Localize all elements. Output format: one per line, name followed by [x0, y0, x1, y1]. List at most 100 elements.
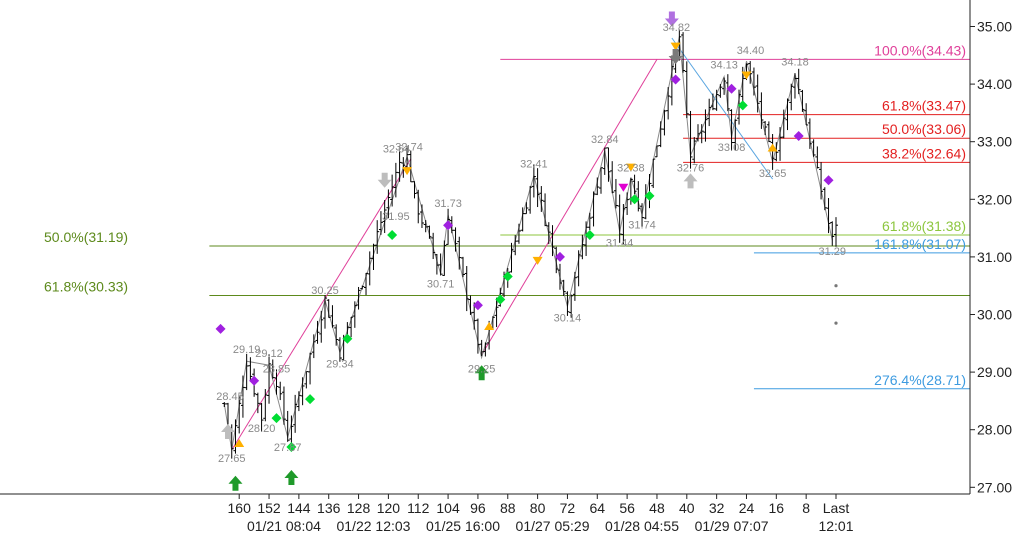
- price-bar: [516, 223, 521, 244]
- price-bar: [684, 61, 689, 119]
- price-bar: [270, 359, 275, 379]
- x-tick-label: 64: [589, 500, 605, 516]
- price-bar: [382, 200, 387, 234]
- price-bar: [815, 146, 820, 169]
- fib-label: 61.8%(30.33): [44, 278, 128, 294]
- price-bar: [300, 377, 305, 406]
- swing-label: 32.41: [520, 159, 548, 171]
- x-tick-label: 96: [470, 500, 486, 516]
- price-bar: [796, 68, 801, 95]
- price-bar: [569, 294, 574, 318]
- fib-label: 50.0%(33.06): [882, 121, 966, 137]
- price-bar: [770, 134, 775, 170]
- y-tick-label: 30.00: [977, 307, 1012, 323]
- x-tick-label: 152: [257, 500, 281, 516]
- price-bar: [729, 109, 734, 151]
- price-bar: [416, 189, 421, 224]
- price-bar: [550, 225, 555, 257]
- price-bar: [371, 243, 376, 270]
- price-bar: [595, 177, 600, 196]
- price-bar: [785, 98, 790, 131]
- price-bar: [461, 256, 465, 278]
- price-bar: [707, 98, 712, 127]
- price-bar: [442, 240, 447, 276]
- signal-diamond-marker: [629, 194, 640, 205]
- price-bar: [811, 139, 816, 157]
- price-bar: [725, 74, 730, 112]
- price-bar: [244, 353, 249, 391]
- price-bar: [330, 305, 335, 328]
- price-bar: [543, 193, 548, 227]
- price-bar: [606, 147, 611, 182]
- x-date-label: 01/22 12:03: [336, 518, 410, 534]
- price-bar: [304, 371, 309, 389]
- x-tick-label: 80: [530, 500, 546, 516]
- x-tick-label: 56: [619, 500, 635, 516]
- price-bar: [640, 203, 645, 227]
- signal-diamond-marker: [286, 441, 297, 452]
- signal-diamond-marker: [495, 294, 506, 305]
- price-bar: [658, 121, 663, 148]
- price-bar: [546, 222, 551, 245]
- fib-label: 100.0%(34.43): [874, 42, 966, 58]
- swing-label: 34.18: [781, 57, 809, 69]
- price-bar: [419, 204, 424, 229]
- price-bar: [636, 181, 641, 212]
- price-bar: [513, 235, 518, 256]
- trend-line: [671, 37, 773, 180]
- swing-label: 29.12: [255, 348, 283, 360]
- price-bar: [610, 161, 615, 194]
- price-bar: [819, 162, 824, 200]
- fibonacci-levels: 100.0%(34.43) 61.8%(33.47) 50.0%(33.06) 38.…: [44, 42, 970, 390]
- down-arrow-icon: [664, 11, 679, 27]
- price-bar: [293, 394, 298, 433]
- down-triangle-marker: [532, 256, 543, 265]
- price-bar: [405, 146, 410, 169]
- y-tick-label: 28.00: [977, 422, 1012, 438]
- price-bar: [557, 263, 562, 290]
- price-bar: [352, 301, 357, 328]
- signal-diamond-marker: [823, 175, 834, 186]
- x-date-label: 01/29 07:07: [695, 518, 769, 534]
- price-bar: [830, 221, 835, 246]
- price-bar: [565, 291, 570, 316]
- down-triangle-marker: [670, 42, 681, 51]
- price-bar: [524, 202, 529, 215]
- x-tick-label: 8: [802, 500, 810, 516]
- price-bar: [274, 369, 279, 395]
- fib-label: 161.8%(31.07): [874, 236, 966, 252]
- signal-diamond-marker: [472, 300, 483, 311]
- up-arrow-icon: [221, 423, 236, 439]
- swing-label: 32.76: [677, 163, 705, 175]
- signal-diamond-marker: [387, 230, 398, 241]
- price-bar: [737, 89, 742, 125]
- price-bar: [751, 67, 756, 96]
- price-bar: [393, 162, 398, 198]
- x-date-label: 01/25 16:00: [426, 518, 500, 534]
- y-tick-label: 33.00: [977, 134, 1012, 150]
- price-bar: [349, 316, 354, 338]
- price-bar: [431, 232, 436, 260]
- swing-label: 32.84: [591, 134, 619, 146]
- price-bar: [233, 419, 238, 454]
- signal-diamond-marker: [670, 74, 681, 85]
- fib-label: 50.0%(31.19): [44, 229, 128, 245]
- swing-label: 31.29: [819, 246, 847, 258]
- price-bar: [408, 150, 413, 183]
- swing-label: 31.44: [606, 238, 634, 250]
- price-bar: [412, 181, 417, 199]
- swing-label: 34.13: [710, 60, 738, 72]
- price-bar: [826, 198, 831, 234]
- price-bar: [397, 151, 402, 182]
- price-bar: [237, 396, 242, 434]
- price-bar: [718, 84, 723, 98]
- down-triangle-marker: [625, 163, 636, 172]
- price-bar: [789, 83, 794, 111]
- price-bar: [722, 77, 727, 95]
- swing-label: 30.71: [427, 279, 455, 291]
- price-bar: [263, 389, 268, 422]
- signal-markers: [215, 11, 838, 491]
- signal-diamond-marker: [249, 375, 260, 386]
- x-tick-label: 24: [739, 500, 755, 516]
- swing-label: 27.87: [274, 442, 302, 454]
